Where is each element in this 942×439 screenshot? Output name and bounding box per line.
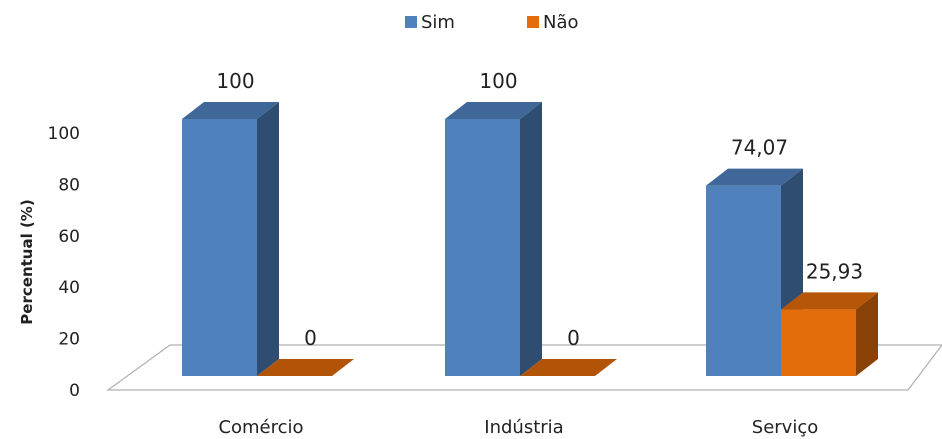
data-label: 0 bbox=[567, 326, 580, 350]
bar-sim-0 bbox=[182, 102, 279, 376]
y-axis-ticks: 0 20 40 60 80 100 bbox=[48, 124, 80, 401]
bar-top bbox=[781, 292, 878, 310]
y-tick-label: 20 bbox=[58, 330, 80, 350]
bar-top bbox=[182, 102, 279, 119]
data-labels: 100 0 100 0 74,07 25,93 bbox=[216, 69, 863, 350]
x-category-label: Comércio bbox=[218, 417, 303, 438]
bars bbox=[182, 102, 878, 376]
x-axis-categories: Comércio Indústria Serviço bbox=[218, 417, 818, 438]
data-label: 100 bbox=[216, 69, 254, 93]
y-tick-label: 0 bbox=[69, 381, 80, 401]
y-tick-label: 100 bbox=[48, 124, 80, 144]
data-label: 100 bbox=[479, 69, 517, 93]
data-label: 0 bbox=[304, 326, 317, 350]
legend-swatch-1 bbox=[527, 16, 539, 28]
x-category-label: Indústria bbox=[484, 417, 563, 438]
bar-top bbox=[257, 359, 354, 376]
legend-label: Sim bbox=[421, 12, 455, 33]
bar-no-1 bbox=[520, 359, 617, 376]
bar-top bbox=[520, 359, 617, 376]
bar-sim-1 bbox=[445, 102, 542, 376]
y-tick-label: 40 bbox=[58, 278, 80, 298]
legend-swatch-0 bbox=[405, 16, 417, 28]
bar-no-0 bbox=[257, 359, 354, 376]
bar-side bbox=[257, 102, 279, 376]
bar-top bbox=[706, 168, 803, 186]
bar-side bbox=[520, 102, 542, 376]
bar-front bbox=[781, 309, 856, 376]
bar-front bbox=[706, 185, 781, 376]
bar-front bbox=[182, 119, 257, 376]
legend-label: Não bbox=[543, 12, 579, 33]
data-label: 74,07 bbox=[731, 136, 788, 160]
bar-side bbox=[856, 292, 878, 376]
data-label: 25,93 bbox=[806, 259, 863, 283]
y-tick-label: 80 bbox=[58, 175, 80, 195]
bar-no-2 bbox=[781, 292, 878, 376]
bar-front bbox=[445, 119, 520, 376]
bar-top bbox=[445, 102, 542, 119]
bar-sim-2 bbox=[706, 168, 803, 376]
y-tick-label: 60 bbox=[58, 227, 80, 247]
y-axis-title: Percentual (%) bbox=[18, 199, 36, 324]
legend: Sim Não bbox=[405, 12, 579, 33]
x-category-label: Serviço bbox=[752, 417, 818, 438]
